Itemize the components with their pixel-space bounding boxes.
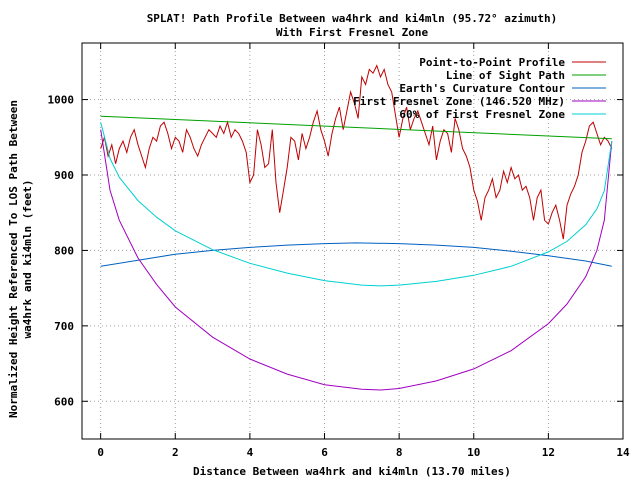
x-axis-label: Distance Between wa4hrk and ki4mln (13.7… [193,465,511,478]
series-lines [100,64,613,391]
series-fresnel-60-line [100,122,613,287]
x-tick-label: 14 [616,446,630,459]
chart-subtitle: With First Fresnel Zone [276,26,429,39]
x-tick-label: 4 [247,446,254,459]
series-earth-curvature-line [100,242,612,267]
y-tick-label: 1000 [48,94,75,107]
legend-label-fresnel-60: 60% of First Fresnel Zone [399,108,565,121]
series-line-of-sight-line [100,115,612,140]
y-tick-label: 600 [54,395,74,408]
x-tick-label: 10 [467,446,480,459]
x-tick-label: 2 [172,446,179,459]
x-tick-label: 0 [97,446,104,459]
series-profile-line [100,64,613,240]
x-tick-label: 8 [396,446,403,459]
y-tick-label: 800 [54,244,74,257]
legend-label-fresnel-zone: First Fresnel Zone (146.520 MHz) [353,95,565,108]
y-axis-label-line2: wa4hrk and ki4mln (feet) [21,180,34,339]
x-tick-label: 6 [321,446,328,459]
x-tick-label: 12 [542,446,555,459]
axis-ticks: 0 2 4 6 8 10 12 14 600 700 800 900 1000 [48,43,630,459]
y-tick-label: 900 [54,169,74,182]
series-fresnel-zone-line [100,129,613,391]
plot-area-border [81,42,624,440]
chart-title: SPLAT! Path Profile Between wa4hrk and k… [147,12,558,25]
legend-label-line-of-sight: Line of Sight Path [446,69,565,82]
legend-label-profile: Point-to-Point Profile [419,56,565,69]
y-axis-label-line1: Normalized Height Referenced To LOS Path… [7,100,20,418]
y-tick-label: 700 [54,320,74,333]
legend-label-earth-curvature: Earth's Curvature Contour [399,82,565,95]
